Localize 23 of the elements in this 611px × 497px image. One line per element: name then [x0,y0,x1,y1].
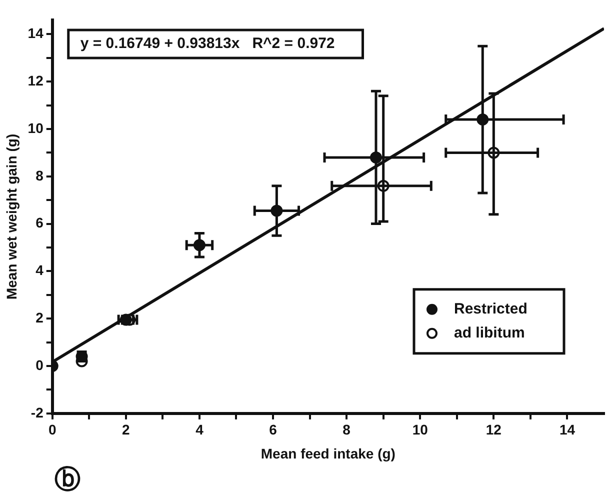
x-tick-label: 10 [412,422,428,438]
y-tick-label: 4 [36,262,44,278]
y-tick-label: 14 [28,25,44,42]
annotation: y = 0.16749 + 0.93813x R^2 = 0.972 [80,35,335,52]
y-tick-label: 10 [28,120,44,136]
x-tick-label: 4 [196,422,204,438]
y-tick-label: -2 [30,404,44,420]
y-tick-label: 8 [36,167,44,184]
x-axis-title: Mean feed intake (g) [260,445,396,462]
x-tick-label: 2 [122,422,130,438]
legend-label: Restricted [454,300,528,318]
x-tick-label: 12 [486,422,502,438]
x-tick-label: 14 [559,422,576,438]
y-tick-label: 6 [36,214,44,231]
y-tick-label: 2 [36,309,44,326]
legend-label: ad libitum [454,324,525,342]
x-tick-label: 8 [342,422,351,438]
text: ⓑ [54,464,80,494]
y-axis-title: Mean wet weight gain (g) [3,134,20,300]
x-tick-label: 6 [269,422,278,438]
y-tick-label: 0 [36,356,44,373]
x-tick-label: 0 [48,422,56,438]
y-tick-label: 12 [28,72,44,88]
